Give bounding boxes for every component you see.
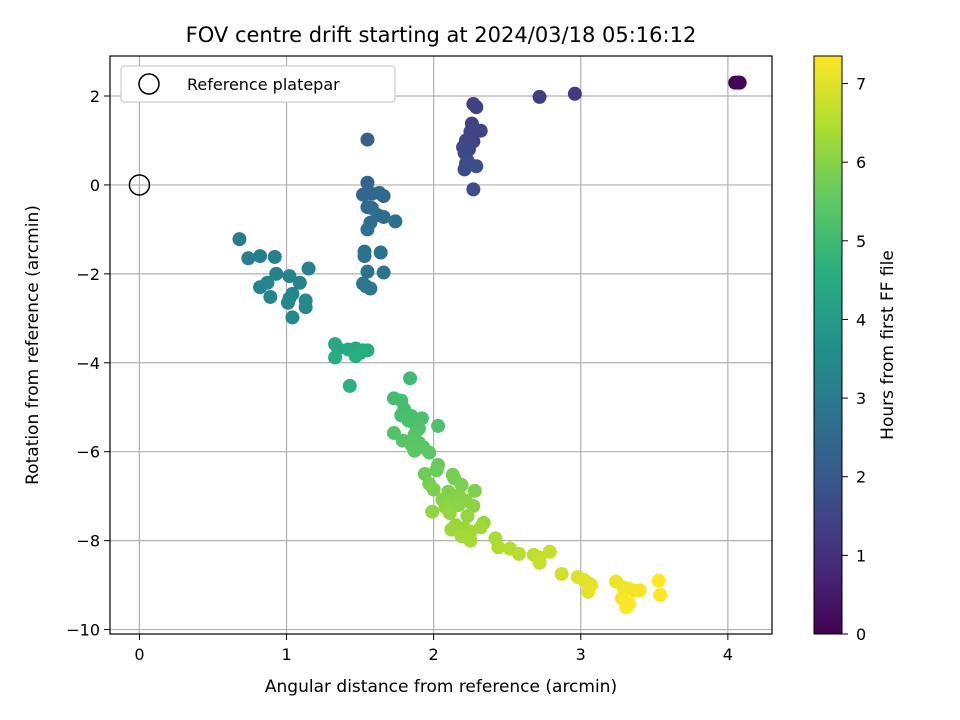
colorbar-tick-label: 3 bbox=[856, 389, 866, 408]
data-point bbox=[731, 75, 746, 90]
data-point bbox=[511, 546, 526, 561]
data-point bbox=[388, 214, 403, 229]
data-point bbox=[376, 265, 391, 280]
data-point bbox=[532, 555, 547, 570]
y-tick-label: −4 bbox=[76, 354, 100, 373]
data-point bbox=[253, 280, 268, 295]
y-tick-label: 2 bbox=[90, 87, 100, 106]
data-point bbox=[301, 261, 316, 276]
data-point bbox=[263, 289, 278, 304]
legend: Reference platepar bbox=[120, 65, 396, 103]
data-point bbox=[281, 295, 296, 310]
colorbar-tick-label: 6 bbox=[856, 153, 866, 172]
data-point bbox=[460, 509, 475, 524]
x-tick-label: 1 bbox=[281, 645, 291, 664]
data-point bbox=[653, 587, 668, 602]
data-point bbox=[426, 482, 441, 497]
data-point bbox=[373, 245, 388, 260]
data-points bbox=[232, 75, 747, 615]
data-point bbox=[253, 249, 268, 264]
data-point bbox=[269, 266, 284, 281]
data-point bbox=[473, 123, 488, 138]
data-point bbox=[357, 249, 372, 264]
data-point bbox=[491, 540, 506, 555]
data-point bbox=[467, 483, 482, 498]
colorbar-tick-label: 7 bbox=[856, 75, 866, 94]
data-point bbox=[348, 349, 363, 364]
data-point bbox=[360, 264, 375, 279]
colorbar-tick-label: 0 bbox=[856, 625, 866, 644]
data-point bbox=[407, 443, 422, 458]
legend-label: Reference platepar bbox=[187, 75, 340, 94]
x-tick-label: 2 bbox=[429, 645, 439, 664]
data-point bbox=[632, 583, 647, 598]
data-point bbox=[241, 251, 256, 266]
legend-box bbox=[120, 65, 396, 103]
x-tick-label: 3 bbox=[576, 645, 586, 664]
data-point bbox=[342, 378, 357, 393]
x-tick-label: 0 bbox=[134, 645, 144, 664]
grid-lines bbox=[110, 56, 772, 634]
data-point bbox=[532, 89, 547, 104]
x-axis-label: Angular distance from reference (arcmin) bbox=[265, 677, 617, 697]
colorbar-tick-label: 1 bbox=[856, 546, 866, 565]
data-point bbox=[466, 498, 481, 513]
y-axis-label: Rotation from reference (arcmin) bbox=[23, 205, 43, 485]
x-tick-label: 4 bbox=[723, 645, 733, 664]
chart-title: FOV centre drift starting at 2024/03/18 … bbox=[186, 23, 697, 47]
data-point bbox=[463, 533, 478, 548]
y-tick-label: 0 bbox=[90, 176, 100, 195]
colorbar-label: Hours from first FF file bbox=[878, 250, 898, 440]
data-point bbox=[619, 600, 634, 615]
data-point bbox=[328, 350, 343, 365]
y-tick-label: −6 bbox=[76, 443, 100, 462]
data-point bbox=[457, 162, 472, 177]
data-point bbox=[567, 86, 582, 101]
data-point bbox=[422, 445, 437, 460]
y-tick-label: −2 bbox=[76, 265, 100, 284]
data-point bbox=[376, 209, 391, 224]
data-point bbox=[429, 463, 444, 478]
y-tick-label: −8 bbox=[76, 532, 100, 551]
data-point bbox=[542, 544, 557, 559]
data-point bbox=[444, 522, 459, 537]
legend-marker-icon bbox=[138, 73, 160, 95]
data-point bbox=[554, 566, 569, 581]
data-point bbox=[466, 182, 481, 197]
data-point bbox=[403, 371, 418, 386]
y-tick-label: −10 bbox=[66, 621, 100, 640]
colorbar-tick-label: 2 bbox=[856, 468, 866, 487]
reference-platepar-marker bbox=[128, 174, 151, 196]
data-point bbox=[292, 275, 307, 290]
data-point bbox=[376, 189, 391, 204]
colorbar bbox=[813, 55, 843, 635]
data-point bbox=[267, 249, 282, 264]
colorbar-tick-label: 4 bbox=[856, 310, 866, 329]
data-point bbox=[232, 232, 247, 247]
data-point bbox=[442, 506, 457, 521]
data-point bbox=[282, 269, 297, 284]
data-point bbox=[469, 159, 484, 174]
data-point bbox=[360, 222, 375, 237]
plot-frame bbox=[109, 55, 773, 635]
colorbar-tick-label: 5 bbox=[856, 232, 866, 251]
x-axis-ticks: 0 1 2 3 4 bbox=[134, 634, 733, 664]
y-axis-ticks: 2 0 −2 −4 −6 −8 −10 bbox=[66, 87, 110, 640]
data-point bbox=[298, 300, 313, 315]
data-point bbox=[360, 175, 375, 190]
colorbar-ticks: 0 1 2 3 4 5 6 7 bbox=[842, 75, 866, 644]
data-point bbox=[651, 573, 666, 588]
data-point bbox=[285, 310, 300, 325]
data-point bbox=[469, 100, 484, 115]
data-point bbox=[360, 132, 375, 147]
data-point bbox=[363, 281, 378, 296]
data-point bbox=[431, 418, 446, 433]
data-point bbox=[581, 584, 596, 599]
data-point bbox=[425, 504, 440, 519]
